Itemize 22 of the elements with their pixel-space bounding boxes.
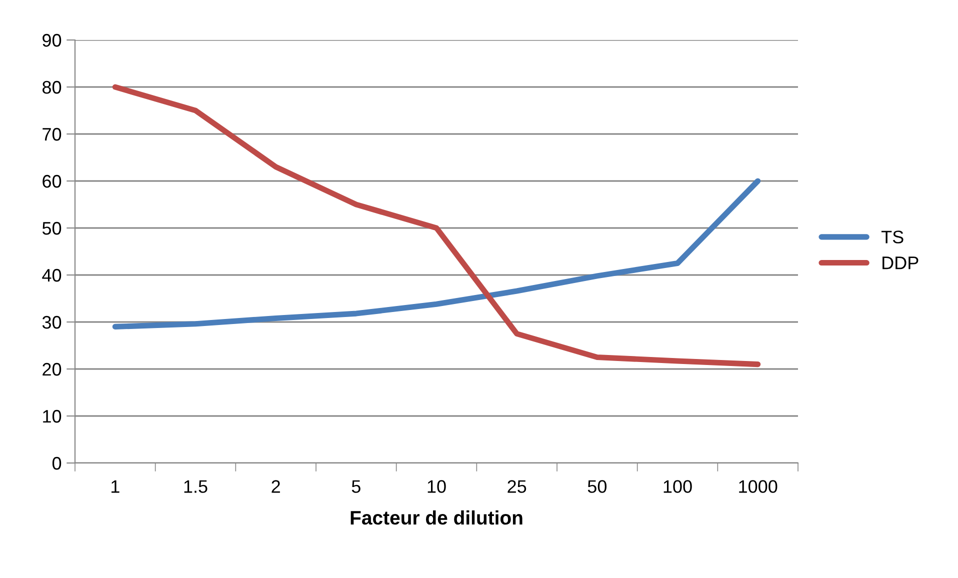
y-tick-label: 90: [42, 34, 62, 47]
x-tick-label: 1.5: [184, 480, 208, 493]
y-tick-label: 60: [42, 174, 62, 188]
x-tick-label: 100: [664, 480, 692, 493]
legend-label: DDP: [882, 256, 918, 270]
y-tick-label: 20: [42, 362, 62, 376]
y-tick-label: 10: [43, 410, 62, 423]
x-tick-label: 50: [588, 480, 607, 493]
x-tick-label: 5: [352, 480, 360, 493]
y-tick-label: 80: [42, 80, 62, 94]
x-tick-label: 1: [112, 480, 120, 493]
y-tick-label: 0: [52, 456, 62, 470]
y-tick-label: 70: [42, 128, 62, 141]
x-axis-title: Facteur de dilution: [350, 510, 522, 525]
y-tick-label: 30: [42, 316, 62, 329]
x-tick-label: 2: [272, 480, 280, 493]
x-tick-label: 1000: [739, 480, 778, 493]
x-tick-label: 25: [508, 480, 526, 493]
legend-label: TS: [881, 230, 904, 244]
x-tick-label: 10: [428, 480, 446, 493]
y-tick-label: 50: [42, 222, 62, 235]
y-tick-label: 40: [42, 268, 62, 282]
